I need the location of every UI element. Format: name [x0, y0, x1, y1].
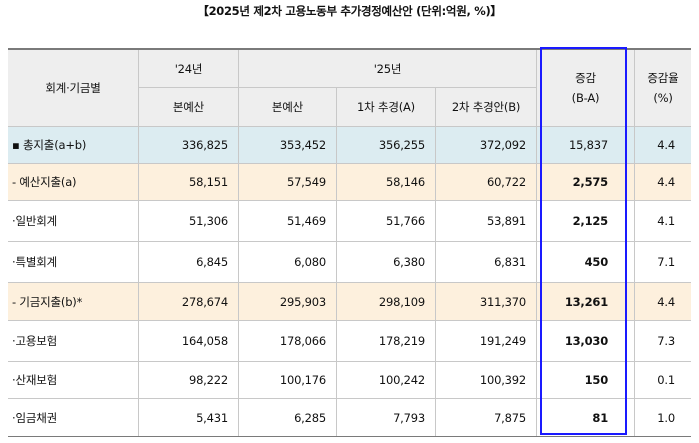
header-y24-main: 본예산 — [139, 88, 239, 127]
row-label: ·고용보험 — [8, 321, 139, 362]
cell-y24: 6,845 — [139, 242, 239, 283]
budget-table: 회계·기금별 '24년 '25년 증감 (B-A) 증감율 (%) 본예산 본예… — [8, 48, 691, 437]
row-label: - 예산지출(a) — [8, 164, 139, 201]
cell-y25: 295,903 — [239, 283, 337, 321]
row-label: ▪ 총지출(a+b) — [8, 127, 139, 164]
cell-rate: 1.0 — [657, 410, 675, 425]
row-label: - 기금지출(b)* — [8, 283, 139, 321]
header-rate-line1: 증감율 — [647, 71, 679, 85]
header-supp2: 2차 추경안(B) — [436, 88, 537, 127]
header-diff: 증감 (B-A) — [537, 50, 635, 127]
cell-supp2: 7,875 — [436, 399, 537, 436]
cell-diff: 450 — [537, 242, 635, 283]
cell-supp1: 58,146 — [337, 164, 436, 201]
cell-rate: 4.4 — [635, 164, 691, 201]
header-category: 회계·기금별 — [8, 50, 139, 127]
row-label: ·임금채권 — [8, 399, 139, 436]
cell-rate: 4.4 — [635, 283, 691, 321]
cell-diff: 2,125 — [537, 201, 635, 242]
header-y25-main: 본예산 — [239, 88, 337, 127]
cell-y25: 353,452 — [239, 127, 337, 164]
cell-diff: 13,030 — [537, 321, 635, 362]
cell-supp2: 53,891 — [436, 201, 537, 242]
table-title: 【2025년 제2차 고용노동부 추가경정예산안 (단위:억원, %)】 — [197, 4, 502, 18]
cell-y24: 278,674 — [139, 283, 239, 321]
cell-supp2: 191,249 — [436, 321, 537, 362]
cell-supp1: 178,219 — [337, 321, 436, 362]
cell-supp2: 311,370 — [436, 283, 537, 321]
header-diff-line2: (B-A) — [571, 91, 600, 105]
cell-rate: 0.1 — [635, 362, 691, 399]
header-rate: 증감율 (%) — [635, 50, 691, 127]
cell-supp1: 51,766 — [337, 201, 436, 242]
cell-supp1: 100,242 — [337, 362, 436, 399]
cell-supp2: 100,392 — [436, 362, 537, 399]
cell-y24: 5,431 — [139, 399, 239, 436]
cell-y25: 51,469 — [239, 201, 337, 242]
header-y24: '24년 — [139, 50, 239, 88]
header-rate-line2: (%) — [653, 91, 673, 105]
cell-rate: 7.3 — [635, 321, 691, 362]
row-label: ·일반회계 — [8, 201, 139, 242]
cell-diff: 150 — [537, 362, 635, 399]
cell-y24: 98,222 — [139, 362, 239, 399]
cell-y25: 178,066 — [239, 321, 337, 362]
cell-supp2: 6,831 — [436, 242, 537, 283]
cell-y24: 51,306 — [139, 201, 239, 242]
cell-supp1: 298,109 — [337, 283, 436, 321]
cell-diff: 15,837 — [537, 127, 635, 164]
row-label: ·특별회계 — [8, 242, 139, 283]
cell-supp1: 356,255 — [337, 127, 436, 164]
cell-diff: 2,575 — [537, 164, 635, 201]
cell-rate: 7.1 — [635, 242, 691, 283]
header-supp1: 1차 추경(A) — [337, 88, 436, 127]
header-diff-line1: 증감 — [575, 71, 596, 85]
cell-y25: 57,549 — [239, 164, 337, 201]
cell-diff: 13,261 — [537, 283, 635, 321]
cell-y24: 58,151 — [139, 164, 239, 201]
cell-supp1: 7,793 — [337, 399, 436, 436]
header-y25: '25년 — [239, 50, 537, 88]
cell-y24: 336,825 — [139, 127, 239, 164]
cell-y25: 100,176 — [239, 362, 337, 399]
cell-rate: 4.4 — [635, 127, 691, 164]
cell-supp2: 372,092 — [436, 127, 537, 164]
row-label: ·산재보험 — [8, 362, 139, 399]
cell-rate: 4.1 — [635, 201, 691, 242]
cell-y25: 6,285 — [239, 399, 337, 436]
cell-supp1: 6,380 — [337, 242, 436, 283]
cell-diff: 81 — [537, 399, 635, 436]
cell-y25: 6,080 — [239, 242, 337, 283]
cell-y24: 164,058 — [139, 321, 239, 362]
cell-supp2: 60,722 — [436, 164, 537, 201]
